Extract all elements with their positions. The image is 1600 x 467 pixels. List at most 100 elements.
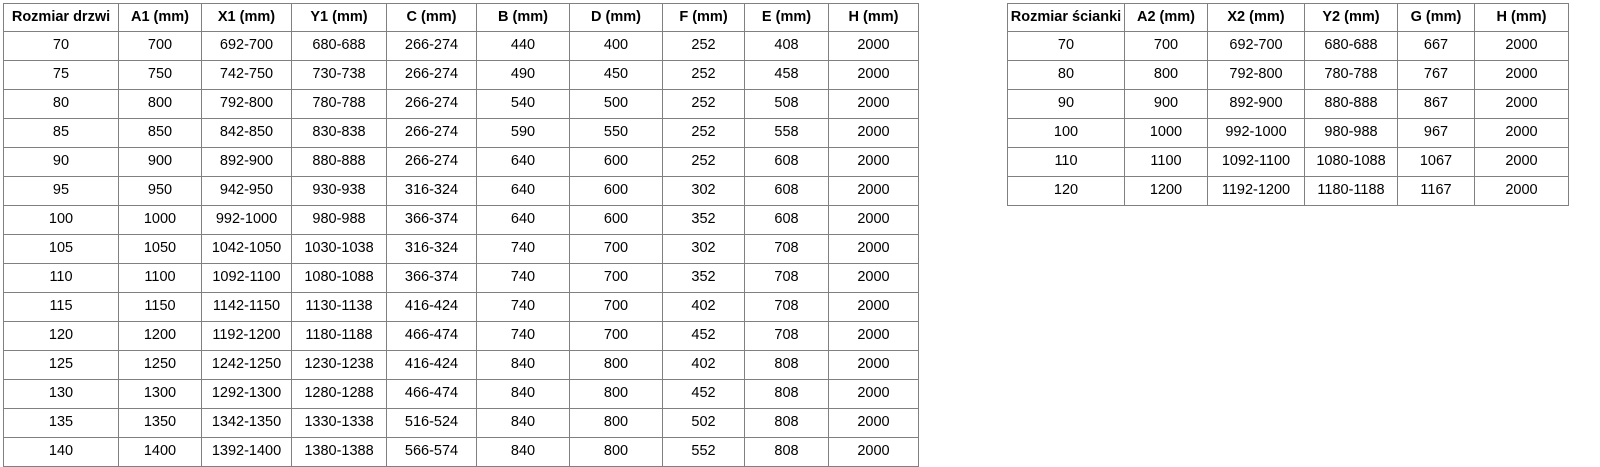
door-spec-cell: 266-274 xyxy=(386,31,477,61)
wall-spec-cell: 692-700 xyxy=(1207,31,1305,61)
door-spec-cell: 1350 xyxy=(118,408,202,438)
door-spec-cell: 416-424 xyxy=(386,350,477,380)
door-spec-cell: 252 xyxy=(662,60,745,90)
door-spec-cell: 1292-1300 xyxy=(201,379,292,409)
door-spec-cell: 780-788 xyxy=(291,89,387,119)
door-spec-cell: 880-888 xyxy=(291,147,387,177)
door-spec-cell: 252 xyxy=(662,118,745,148)
door-spec-cell: 266-274 xyxy=(386,118,477,148)
wall-spec-cell: 2000 xyxy=(1474,118,1569,148)
door-spec-cell: 80 xyxy=(3,89,119,119)
door-spec-cell: 408 xyxy=(744,31,829,61)
door-spec-cell: 2000 xyxy=(828,60,919,90)
door-spec-cell: 2000 xyxy=(828,89,919,119)
door-spec-cell: 840 xyxy=(476,379,570,409)
table-header-row: Rozmiar ścianki A2 (mm) X2 (mm) Y2 (mm) … xyxy=(1007,3,1569,32)
door-table-header: Rozmiar drzwi A1 (mm) X1 (mm) Y1 (mm) C … xyxy=(3,3,919,32)
door-spec-cell: 502 xyxy=(662,408,745,438)
door-table-body: 70 700 692-700 680-688 266-274 440 400 252 408 20… xyxy=(3,31,919,467)
door-spec-cell: 950 xyxy=(118,176,202,206)
door-spec-cell: 1280-1288 xyxy=(291,379,387,409)
door-spec-cell: 800 xyxy=(569,408,663,438)
wall-spec-cell: 1180-1188 xyxy=(1304,176,1398,206)
column-header-b: B (mm) xyxy=(476,3,570,32)
door-spec-cell: 402 xyxy=(662,292,745,322)
wall-spec-cell: 880-888 xyxy=(1304,89,1398,119)
door-spec-cell: 2000 xyxy=(828,263,919,293)
table-row: 70 700 692-700 680-688 266-274 440 400 252 408 20… xyxy=(3,31,919,61)
door-spec-cell: 640 xyxy=(476,147,570,177)
column-header-g: G (mm) xyxy=(1397,3,1475,32)
wall-spec-cell: 800 xyxy=(1124,60,1208,90)
column-header-h: H (mm) xyxy=(828,3,919,32)
wall-spec-cell: 780-788 xyxy=(1304,60,1398,90)
door-spec-cell: 1030-1038 xyxy=(291,234,387,264)
door-spec-cell: 1342-1350 xyxy=(201,408,292,438)
door-spec-cell: 1180-1188 xyxy=(291,321,387,351)
wall-table-header: Rozmiar ścianki A2 (mm) X2 (mm) Y2 (mm) … xyxy=(1007,3,1569,32)
wall-spec-cell: 680-688 xyxy=(1304,31,1398,61)
wall-spec-cell: 100 xyxy=(1007,118,1125,148)
door-spec-cell: 2000 xyxy=(828,176,919,206)
door-spec-cell: 95 xyxy=(3,176,119,206)
door-spec-cell: 550 xyxy=(569,118,663,148)
door-spec-cell: 266-274 xyxy=(386,60,477,90)
wall-spec-cell: 2000 xyxy=(1474,31,1569,61)
door-spec-cell: 508 xyxy=(744,89,829,119)
wall-spec-cell: 2000 xyxy=(1474,176,1569,206)
door-spec-cell: 608 xyxy=(744,176,829,206)
door-spec-cell: 352 xyxy=(662,205,745,235)
column-header-x1: X1 (mm) xyxy=(201,3,292,32)
door-spec-cell: 130 xyxy=(3,379,119,409)
door-spec-cell: 740 xyxy=(476,321,570,351)
door-size-specification-table: Rozmiar drzwi A1 (mm) X1 (mm) Y1 (mm) C … xyxy=(3,3,919,467)
door-spec-cell: 2000 xyxy=(828,118,919,148)
table-row: 115 1150 1142-1150 1130-1138 416-424 740 700 40… xyxy=(3,292,919,322)
door-spec-cell: 1230-1238 xyxy=(291,350,387,380)
door-spec-cell: 2000 xyxy=(828,31,919,61)
table-row: 90 900 892-900 880-888 867 2000 xyxy=(1007,89,1569,119)
door-spec-cell: 1400 xyxy=(118,437,202,467)
door-spec-cell: 458 xyxy=(744,60,829,90)
door-spec-cell: 1050 xyxy=(118,234,202,264)
door-spec-cell: 400 xyxy=(569,31,663,61)
wall-spec-cell: 120 xyxy=(1007,176,1125,206)
door-spec-cell: 2000 xyxy=(828,350,919,380)
wall-spec-cell: 1067 xyxy=(1397,147,1475,177)
wall-spec-cell: 992-1000 xyxy=(1207,118,1305,148)
door-spec-cell: 708 xyxy=(744,292,829,322)
door-spec-cell: 600 xyxy=(569,205,663,235)
table-row: 100 1000 992-1000 980-988 366-374 640 600 352 60… xyxy=(3,205,919,235)
door-spec-cell: 830-838 xyxy=(291,118,387,148)
column-header-h: H (mm) xyxy=(1474,3,1569,32)
door-spec-cell: 552 xyxy=(662,437,745,467)
wall-spec-cell: 980-988 xyxy=(1304,118,1398,148)
column-header-a1: A1 (mm) xyxy=(118,3,202,32)
wall-spec-cell: 892-900 xyxy=(1207,89,1305,119)
table-header-row: Rozmiar drzwi A1 (mm) X1 (mm) Y1 (mm) C … xyxy=(3,3,919,32)
wall-spec-cell: 967 xyxy=(1397,118,1475,148)
column-header-d: D (mm) xyxy=(569,3,663,32)
table-row: 105 1050 1042-1050 1030-1038 316-324 740 700 30… xyxy=(3,234,919,264)
door-spec-cell: 266-274 xyxy=(386,89,477,119)
door-spec-cell: 366-374 xyxy=(386,205,477,235)
door-spec-cell: 105 xyxy=(3,234,119,264)
table-row: 130 1300 1292-1300 1280-1288 466-474 840 800 45… xyxy=(3,379,919,409)
door-spec-cell: 2000 xyxy=(828,408,919,438)
door-spec-cell: 2000 xyxy=(828,321,919,351)
door-spec-cell: 850 xyxy=(118,118,202,148)
table-row: 95 950 942-950 930-938 316-324 640 600 302 608 20… xyxy=(3,176,919,206)
column-header-f: F (mm) xyxy=(662,3,745,32)
door-spec-cell: 708 xyxy=(744,321,829,351)
table-row: 125 1250 1242-1250 1230-1238 416-424 840 800 40… xyxy=(3,350,919,380)
door-spec-cell: 1100 xyxy=(118,263,202,293)
door-spec-cell: 680-688 xyxy=(291,31,387,61)
column-header-rozmiar-drzwi: Rozmiar drzwi xyxy=(3,3,119,32)
wall-spec-cell: 667 xyxy=(1397,31,1475,61)
door-spec-cell: 740 xyxy=(476,292,570,322)
column-header-rozmiar-scianki: Rozmiar ścianki xyxy=(1007,3,1125,32)
door-spec-cell: 1042-1050 xyxy=(201,234,292,264)
door-spec-cell: 740 xyxy=(476,263,570,293)
door-spec-cell: 2000 xyxy=(828,205,919,235)
wall-spec-cell: 1080-1088 xyxy=(1304,147,1398,177)
